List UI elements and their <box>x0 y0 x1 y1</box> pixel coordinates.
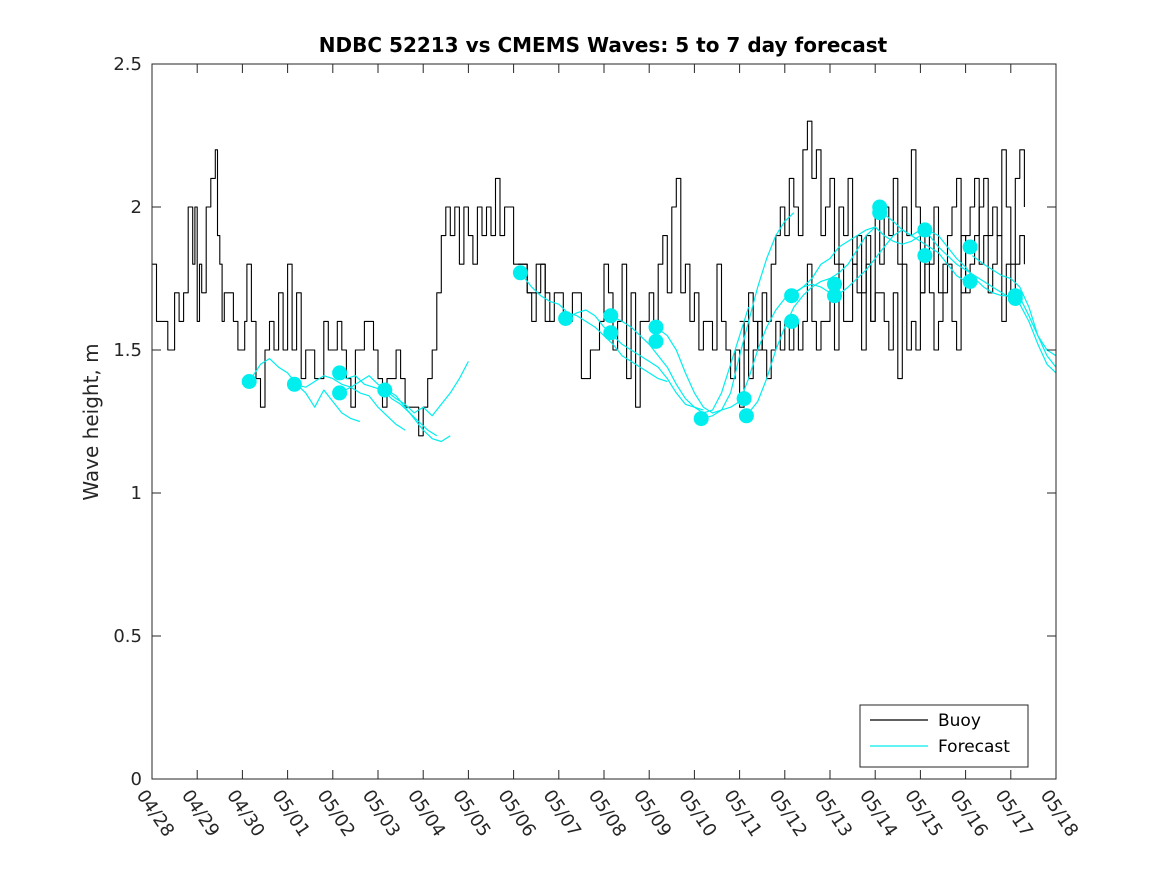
forecast-marker-2 <box>332 365 348 381</box>
forecast-marker-11 <box>693 411 709 427</box>
forecast-marker-20 <box>917 222 933 238</box>
legend: Buoy Forecast <box>859 704 1029 768</box>
y-tick-label-4: 2 <box>131 197 142 218</box>
y-tick-label-3: 1.5 <box>113 340 142 361</box>
buoy-line-1 <box>518 149 1025 408</box>
forecast-line-9 <box>701 283 840 420</box>
forecast-line-14 <box>926 229 1056 374</box>
forecast-line-8 <box>655 212 795 414</box>
forecast-marker-22 <box>962 239 978 255</box>
legend-box <box>859 704 1029 768</box>
forecast-line-5 <box>519 272 668 383</box>
forecast-line-13 <box>881 212 1021 305</box>
forecast-marker-25 <box>1007 291 1023 306</box>
forecast-marker-0 <box>241 374 257 389</box>
forecast-marker-13 <box>738 408 754 424</box>
forecast-line-7 <box>610 306 750 414</box>
legend-label-buoy: Buoy <box>938 711 981 731</box>
forecast-marker-6 <box>558 311 574 326</box>
buoy-line-2 <box>739 120 1025 351</box>
forecast-marker-8 <box>603 325 619 341</box>
y-tick-label-2: 1 <box>131 483 142 504</box>
forecast-marker-5 <box>512 265 528 281</box>
plot-content <box>152 120 1056 443</box>
plot-area <box>152 120 1056 443</box>
buoy-line-0 <box>152 149 551 437</box>
forecast-line-10 <box>745 226 885 417</box>
y-tick-label-0: 0 <box>131 769 142 790</box>
y-tick-label-5: 2.5 <box>113 54 142 75</box>
forecast-line-6 <box>565 309 704 411</box>
forecast-line-2 <box>339 375 451 443</box>
forecast-marker-15 <box>784 313 800 329</box>
forecast-marker-12 <box>736 391 752 407</box>
forecast-marker-21 <box>917 248 933 264</box>
chart-title: NDBC 52213 vs CMEMS Waves: 5 to 7 day fo… <box>319 33 888 57</box>
forecast-line-11 <box>791 226 930 297</box>
forecast-marker-10 <box>648 333 664 349</box>
forecast-marker-3 <box>332 385 348 401</box>
y-axis-label: Wave height, m <box>79 343 103 500</box>
forecast-line-3 <box>384 361 469 417</box>
forecast-marker-19 <box>872 205 888 221</box>
forecast-marker-23 <box>962 273 978 289</box>
forecast-marker-14 <box>784 288 800 304</box>
forecast-marker-9 <box>648 319 664 335</box>
y-tick-label-1: 0.5 <box>113 626 142 647</box>
forecast-marker-17 <box>827 288 842 304</box>
forecast-marker-7 <box>603 308 619 324</box>
legend-label-forecast: Forecast <box>938 737 1010 757</box>
forecast-line-16 <box>1017 292 1056 357</box>
forecast-line-0 <box>248 358 361 423</box>
forecast-line-15 <box>972 255 1056 368</box>
forecast-marker-1 <box>286 376 302 392</box>
forecast-marker-4 <box>377 382 393 398</box>
